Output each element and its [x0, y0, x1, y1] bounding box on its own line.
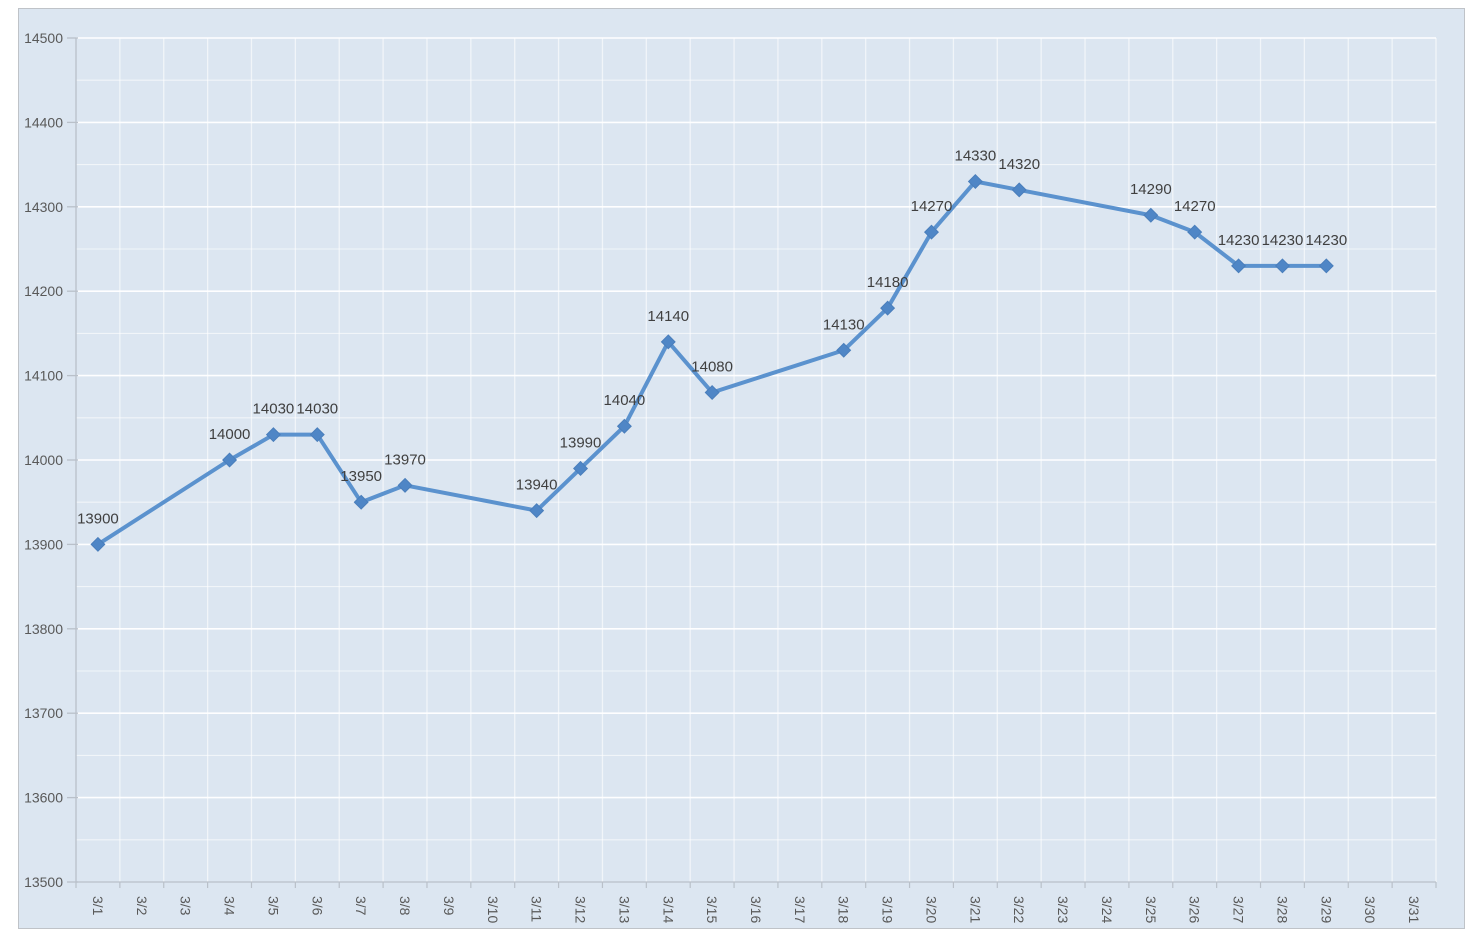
data-point-label: 14290 [1130, 181, 1172, 198]
x-axis-tick-label: 3/29 [1318, 896, 1334, 923]
x-axis-tick-label: 3/25 [1143, 896, 1159, 923]
x-axis-tick-label: 3/10 [485, 896, 501, 923]
x-axis-tick-label: 3/26 [1187, 896, 1203, 923]
y-axis-tick-label: 14500 [24, 30, 63, 46]
x-axis-tick-label: 3/9 [441, 896, 457, 916]
x-axis-tick-label: 3/4 [222, 896, 238, 916]
data-point-marker [1274, 258, 1290, 274]
data-point-label: 14140 [647, 308, 689, 325]
x-axis-tick-label: 3/13 [616, 896, 632, 923]
data-point-marker [1318, 258, 1334, 274]
x-axis-tick-label: 3/3 [178, 896, 194, 916]
x-axis-tick-label: 3/1 [90, 896, 106, 916]
x-axis-tick-label: 3/8 [397, 896, 413, 916]
data-point-label: 14270 [1174, 198, 1216, 215]
y-axis-tick-label: 13500 [24, 874, 63, 890]
gridlines [76, 37, 1437, 882]
data-point-marker [309, 427, 325, 443]
x-axis-tick-label: 3/7 [353, 896, 369, 916]
x-axis-tick-label: 3/11 [529, 896, 545, 922]
data-point-label: 13990 [560, 434, 602, 451]
data-point-marker [660, 334, 676, 350]
data-point-label: 13950 [340, 468, 382, 485]
data-point-label: 14230 [1305, 232, 1347, 249]
x-axis-tick-label: 3/20 [923, 896, 939, 923]
data-point-label: 14230 [1218, 232, 1260, 249]
x-axis-tick-label: 3/17 [792, 896, 808, 923]
x-axis-tick-label: 3/14 [660, 896, 676, 923]
data-point-marker [90, 536, 106, 552]
data-point-marker [967, 173, 983, 189]
y-axis-tick-label: 14100 [24, 368, 63, 384]
x-axis-tick-label: 3/24 [1099, 896, 1115, 923]
x-axis-tick-label: 3/22 [1011, 896, 1027, 923]
y-axis-tick-label: 13700 [24, 705, 63, 721]
x-axis-tick-label: 3/31 [1406, 896, 1422, 923]
data-point-label: 14030 [296, 401, 338, 418]
data-point-label: 13970 [384, 451, 426, 468]
data-point-marker [397, 477, 413, 493]
x-axis-tick-label: 3/19 [880, 896, 896, 923]
data-point-label: 13940 [516, 477, 558, 494]
data-point-marker [836, 342, 852, 358]
y-axis-tick-label: 13900 [24, 536, 63, 552]
y-axis-tick-label: 14000 [24, 452, 63, 468]
data-point-label: 14000 [209, 426, 251, 443]
y-axis-tick-label: 14300 [24, 199, 63, 215]
axes: 13500 13600 13700 13800 13900 14000 14100 14200… [24, 30, 1437, 923]
data-point-marker [265, 427, 281, 443]
data-point-label: 14080 [691, 358, 733, 375]
x-axis-tick-label: 3/16 [748, 896, 764, 923]
data-point-marker [923, 224, 939, 240]
data-point-label: 14230 [1262, 232, 1304, 249]
data-point-label: 14130 [823, 316, 865, 333]
y-axis-tick-label: 14200 [24, 283, 63, 299]
data-point-marker [1011, 182, 1027, 198]
data-point-label: 14040 [604, 392, 646, 409]
y-axis-tick-label: 13800 [24, 621, 63, 637]
x-axis-tick-label: 3/27 [1231, 896, 1247, 923]
line-chart: 13500 13600 13700 13800 13900 14000 14100 14200… [18, 8, 1465, 929]
chart-canvas: 13500 13600 13700 13800 13900 14000 14100 14200… [24, 30, 1437, 923]
data-point-marker [1231, 258, 1247, 274]
data-point-marker [704, 384, 720, 400]
data-point-marker [880, 300, 896, 316]
x-axis-tick-label: 3/2 [134, 896, 150, 916]
x-axis-tick-label: 3/21 [967, 896, 983, 923]
data-point-label: 14180 [867, 274, 909, 291]
x-axis-tick-label: 3/30 [1362, 896, 1378, 923]
y-axis-tick-label: 14400 [24, 114, 63, 130]
x-axis-tick-label: 3/5 [265, 896, 281, 916]
x-axis-tick-label: 3/23 [1055, 896, 1071, 923]
data-point-marker [529, 503, 545, 519]
x-axis-tick-label: 3/18 [836, 896, 852, 923]
data-point-marker [573, 460, 589, 476]
data-point-label: 14330 [954, 147, 996, 164]
data-point-label: 14030 [253, 401, 295, 418]
data-point-marker [222, 452, 238, 468]
y-axis-tick-label: 13600 [24, 790, 63, 806]
data-point-marker [353, 494, 369, 510]
x-axis-tick-label: 3/28 [1274, 896, 1290, 923]
data-point-marker [1143, 207, 1159, 223]
x-axis-tick-label: 3/6 [309, 896, 325, 916]
data-point-label: 14320 [998, 156, 1040, 173]
data-point-marker [1187, 224, 1203, 240]
data-point-label: 13900 [77, 510, 119, 527]
x-axis-tick-label: 3/15 [704, 896, 720, 923]
data-point-marker [616, 418, 632, 434]
data-point-label: 14270 [911, 198, 953, 215]
x-axis-tick-label: 3/12 [573, 896, 589, 923]
